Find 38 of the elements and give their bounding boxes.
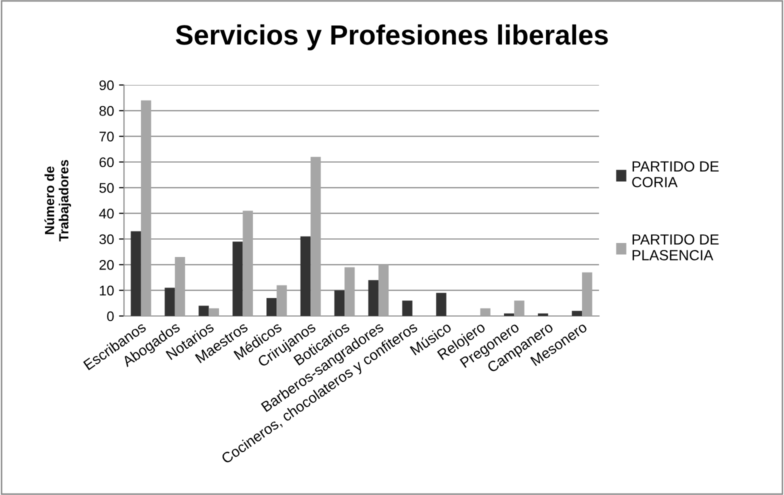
bar	[378, 264, 389, 316]
y-axis-title: Número de Trabajadores	[44, 160, 72, 242]
legend-label: PARTIDO DE PLASENCIA	[632, 234, 719, 260]
bar	[582, 272, 592, 316]
bar	[174, 256, 186, 316]
y-tick-label: 0	[107, 311, 114, 322]
bar	[514, 300, 524, 316]
y-tick-label: 10	[100, 286, 114, 296]
bar	[198, 306, 209, 316]
y-tick-label: 20	[100, 260, 114, 270]
y-tick-label: 30	[99, 234, 114, 244]
bar	[402, 300, 412, 316]
bar	[334, 290, 345, 316]
bar	[130, 231, 141, 316]
chart-title: Servicios y Profesiones liberales	[176, 24, 608, 50]
bar	[208, 308, 219, 316]
y-tick-label: 70	[100, 132, 114, 142]
y-tick-label: 80	[99, 106, 114, 116]
legend-label: PARTIDO DE CORIA	[632, 161, 719, 188]
bar	[242, 210, 253, 316]
bar	[300, 236, 311, 316]
bar	[164, 288, 175, 316]
bar	[310, 156, 321, 316]
bar	[266, 298, 277, 316]
bar	[504, 313, 514, 316]
bar	[344, 267, 355, 316]
y-tick-label: 90	[99, 80, 114, 90]
bar	[232, 242, 243, 316]
bar	[572, 310, 582, 316]
y-tick-label: 50	[99, 183, 114, 193]
bar	[538, 313, 548, 316]
y-tick-label: 40	[99, 208, 114, 219]
bar	[436, 292, 446, 316]
bar	[480, 308, 490, 316]
bar	[276, 285, 287, 316]
bar	[368, 280, 378, 316]
bar	[140, 100, 152, 316]
y-tick-label: 60	[100, 157, 114, 168]
